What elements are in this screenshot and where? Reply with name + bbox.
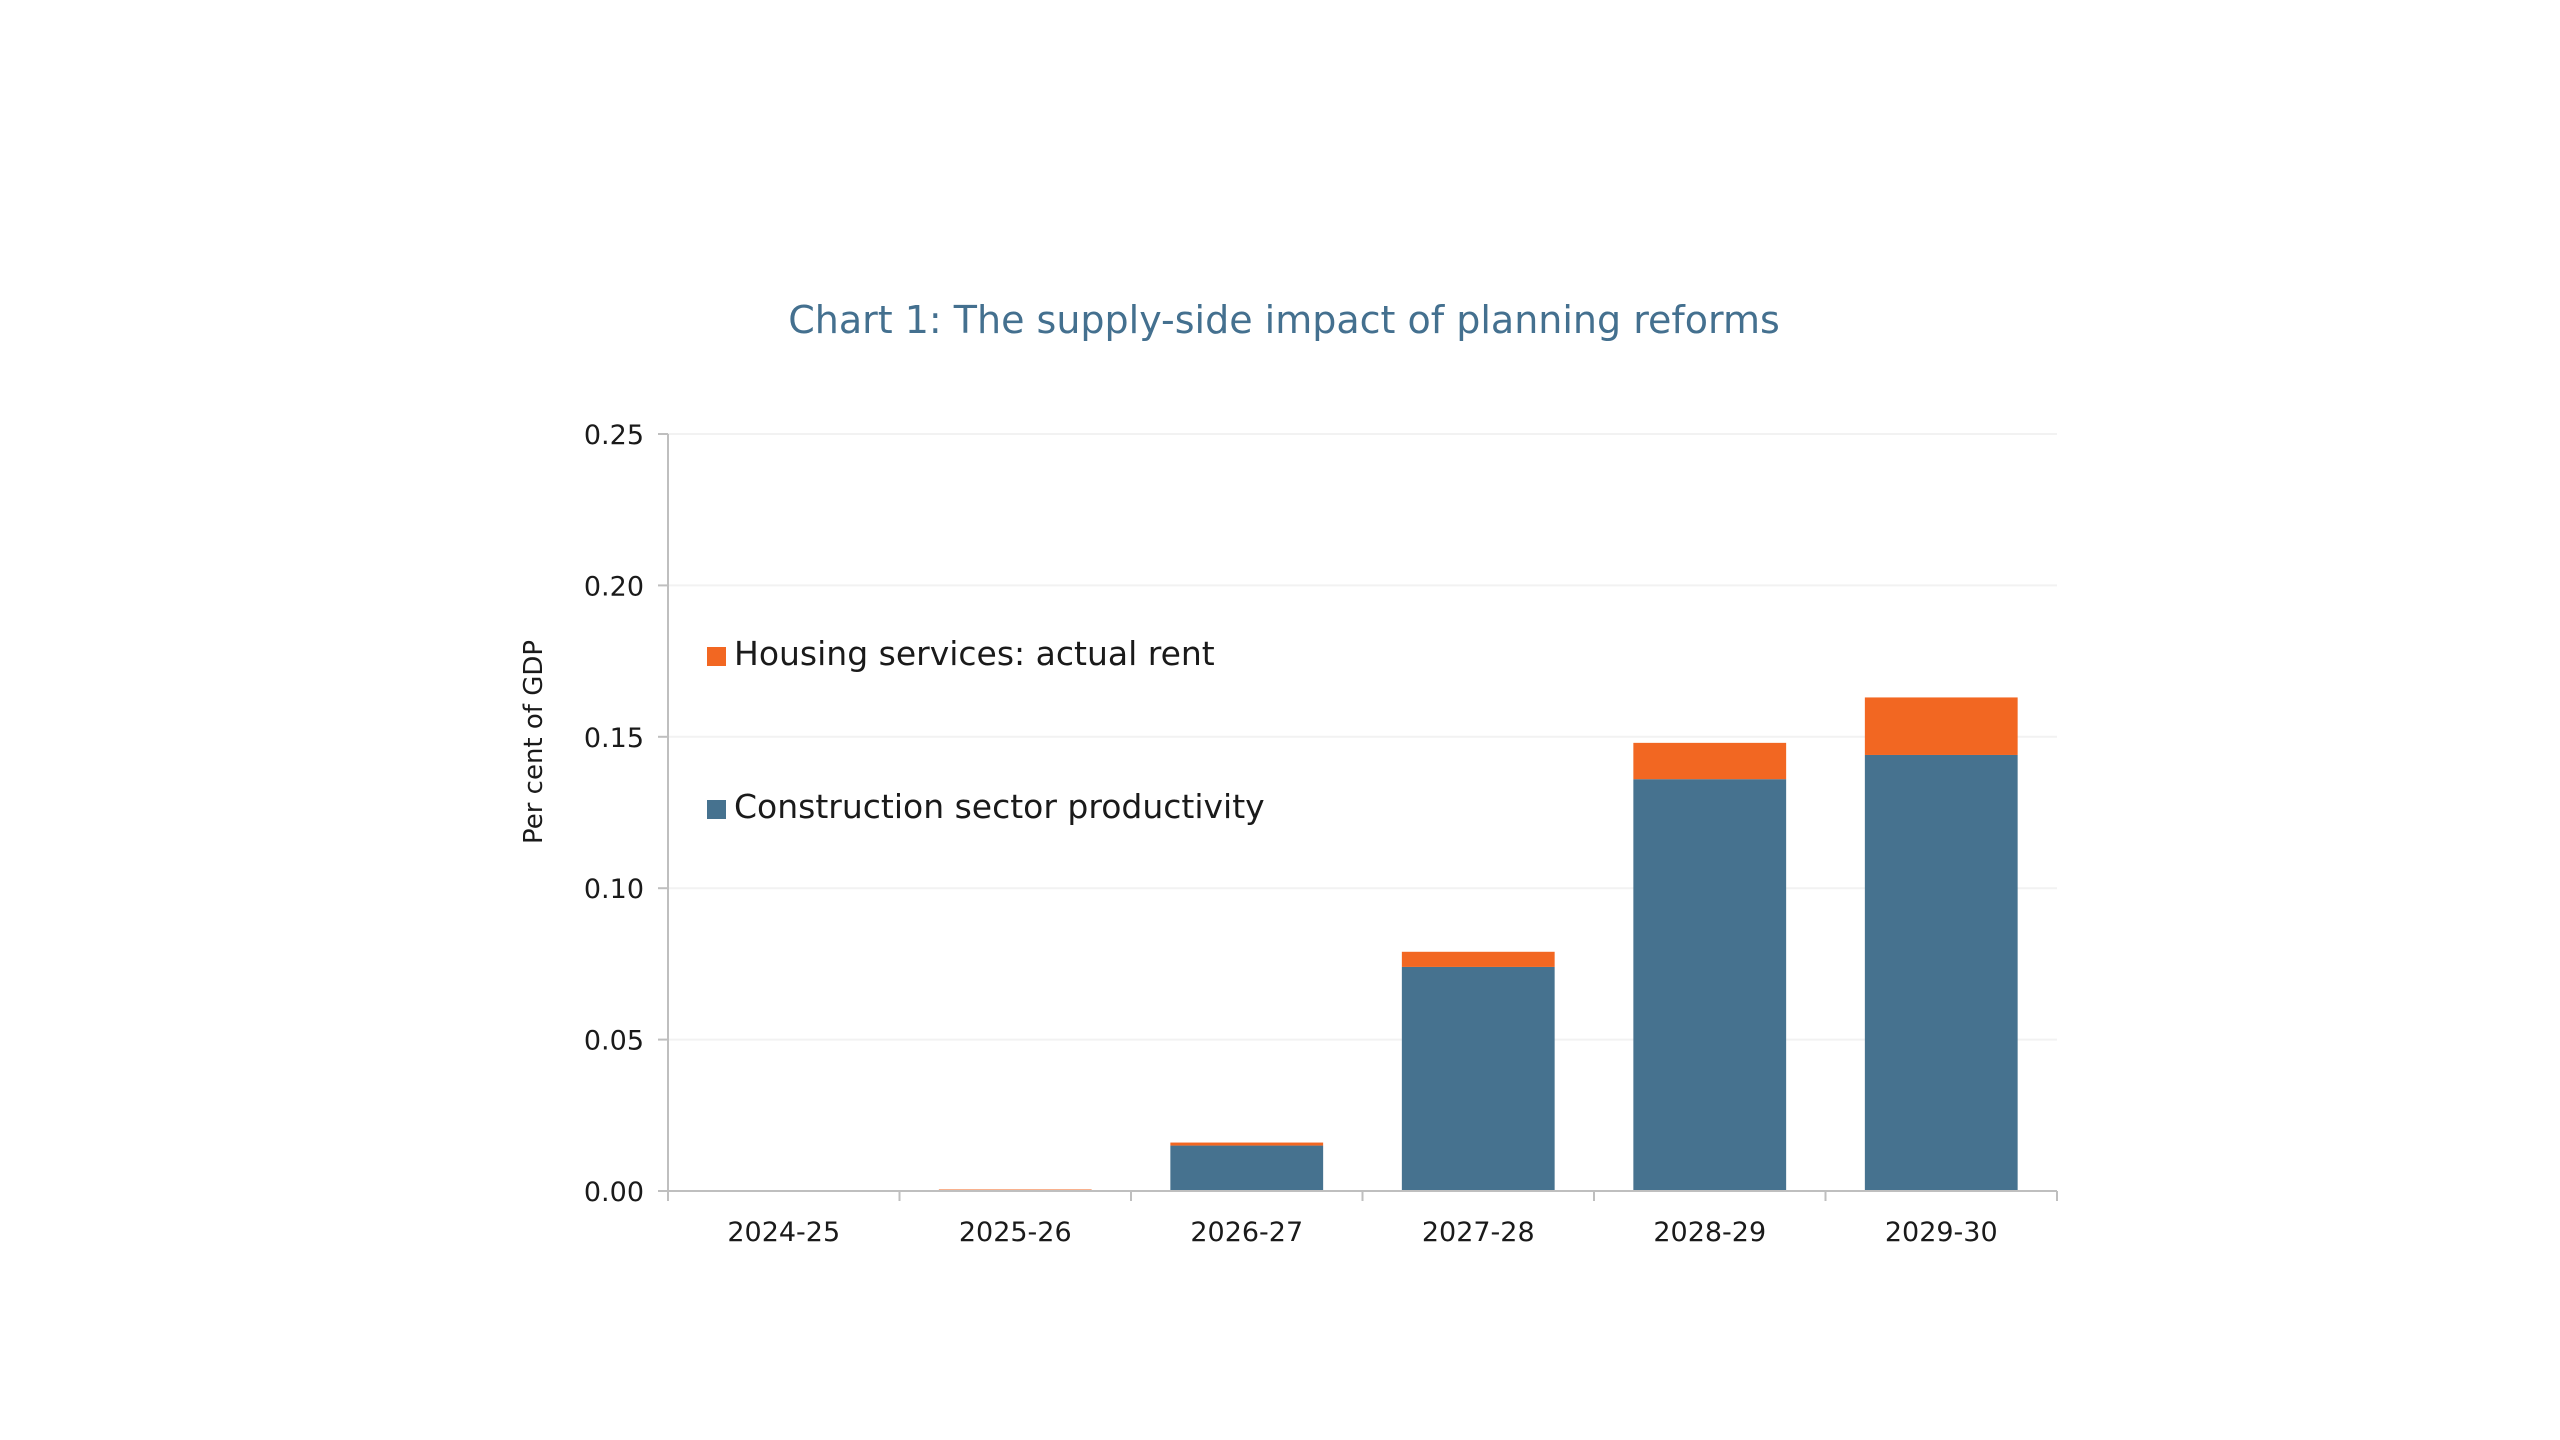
legend-label: Housing services: actual rent	[734, 634, 1215, 673]
y-tick-label: 0.10	[584, 874, 644, 905]
y-tick-label: 0.25	[584, 420, 644, 451]
bar-housing-2029-30	[1864, 697, 2018, 755]
x-tick-label: 2026-27	[1190, 1217, 1303, 1248]
bar-housing-2026-27	[1170, 1142, 1324, 1146]
bar-housing-2027-28	[1401, 951, 1555, 967]
y-axis-title: Per cent of GDP	[519, 640, 549, 844]
legend-swatch	[707, 800, 726, 819]
x-tick-label: 2028-29	[1653, 1217, 1766, 1248]
y-tick-label: 0.00	[584, 1177, 644, 1208]
y-tick-label: 0.05	[584, 1026, 644, 1057]
legend-swatch	[707, 647, 726, 666]
bar-housing-2028-29	[1633, 742, 1787, 780]
x-tick-label: 2025-26	[959, 1217, 1072, 1248]
x-tick-label: 2027-28	[1422, 1217, 1535, 1248]
y-tick-label: 0.15	[584, 723, 644, 754]
y-tick-label: 0.20	[584, 571, 644, 602]
bars	[938, 697, 2018, 1191]
bar-construction-2026-27	[1170, 1145, 1324, 1191]
y-axis-tick-labels: 0.00 0.05 0.10 0.15 0.20 0.25	[584, 420, 644, 1208]
x-axis-tick-labels: 2024-25 2025-26 2026-27 2027-28 2028-29 2029-…	[727, 1217, 1997, 1248]
bar-construction-2028-29	[1633, 779, 1787, 1191]
gridlines	[658, 433, 2057, 1192]
x-tick-label: 2029-30	[1885, 1217, 1998, 1248]
legend-label: Construction sector productivity	[734, 787, 1265, 826]
legend: Housing services: actual rent Constructio…	[707, 634, 1265, 826]
x-tick-label: 2024-25	[727, 1217, 840, 1248]
bar-construction-2029-30	[1864, 754, 2018, 1191]
bar-construction-2027-28	[1401, 966, 1555, 1191]
axes	[667, 434, 2058, 1201]
chart-title: Chart 1: The supply-side impact of plann…	[788, 298, 1780, 342]
